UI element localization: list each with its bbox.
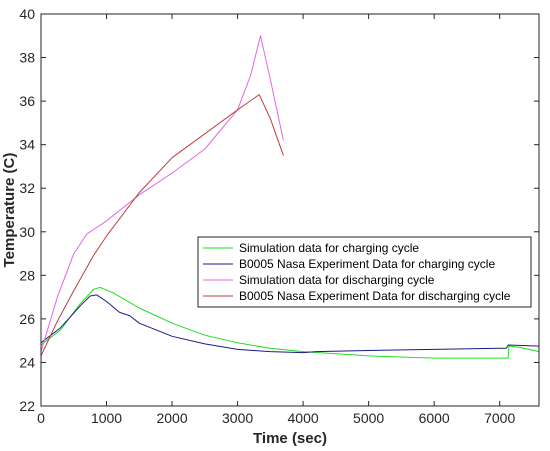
legend: Simulation data for charging cycle B0005 … [197, 236, 532, 308]
legend-entries: Simulation data for charging cycle B0005 … [203, 241, 511, 303]
x-tick-label: 6000 [419, 410, 450, 426]
y-axis-label: Temperature (C) [1, 153, 18, 268]
series-layer [40, 35, 540, 359]
x-axis-label: Time (sec) [253, 430, 327, 447]
y-tick-label: 24 [19, 354, 35, 370]
y-tick-label: 40 [19, 6, 35, 22]
y-tick-label: 30 [19, 224, 35, 240]
y-tick-label: 38 [19, 50, 35, 66]
series-line-4 [40, 94, 284, 357]
y-tick-label: 36 [19, 93, 35, 109]
legend-box [197, 236, 532, 308]
series-line-2 [40, 294, 540, 354]
x-tick-label: 3000 [222, 410, 253, 426]
tick-labels: 0 1000 2000 3000 4000 5000 6000 7000 22 24 26 28 30 3… [19, 6, 515, 426]
y-tick-label: 26 [19, 311, 35, 327]
y-tick-label: 28 [19, 267, 35, 283]
x-tick-label: 2000 [156, 410, 187, 426]
plot-area [41, 14, 539, 406]
x-tick-label: 4000 [288, 410, 319, 426]
series-line-3 [40, 35, 284, 352]
x-tick-label: 7000 [484, 410, 515, 426]
x-tick-label: 0 [37, 410, 45, 426]
legend-label: Simulation data for charging cycle [239, 241, 419, 255]
y-tick-label: 22 [19, 398, 35, 414]
y-tick-label: 34 [19, 137, 35, 153]
legend-label: Simulation data for discharging cycle [239, 273, 435, 287]
x-tick-label: 1000 [91, 410, 122, 426]
series-line-1 [40, 286, 540, 359]
legend-label: B0005 Nasa Experiment Data for charging … [239, 257, 495, 271]
x-tick-label: 5000 [353, 410, 384, 426]
plot-frame [40, 13, 540, 407]
legend-label: B0005 Nasa Experiment Data for dischargi… [239, 289, 511, 303]
y-tick-label: 32 [19, 180, 35, 196]
